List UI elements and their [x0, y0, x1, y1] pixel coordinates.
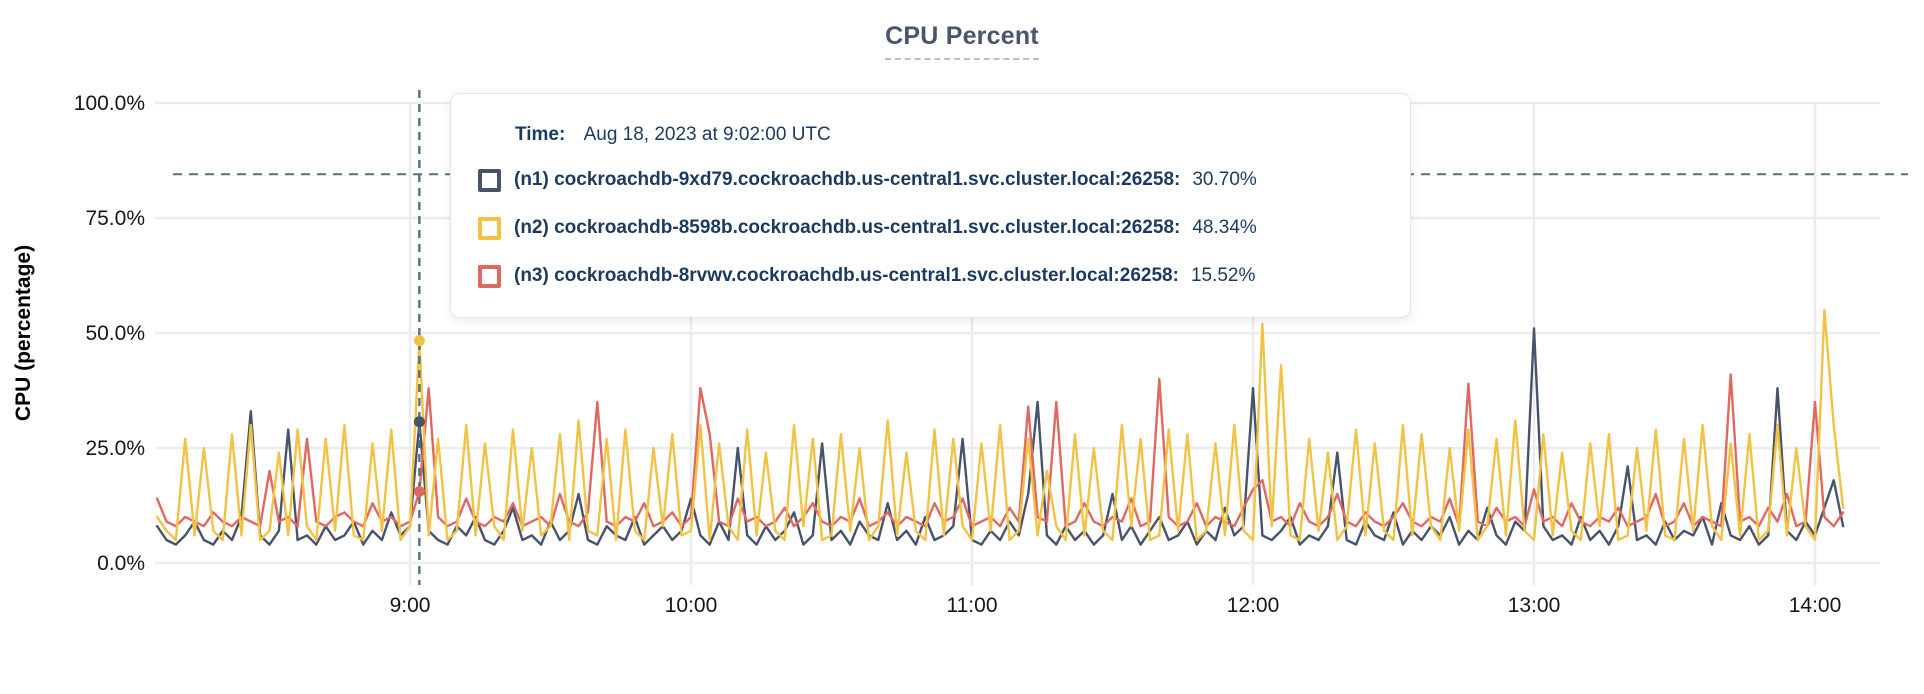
tooltip-series-row: (n1) cockroachdb-9xd79.cockroachdb.us-ce… [478, 167, 1410, 193]
chart-title-bar: CPU Percent [0, 22, 1924, 60]
hover-dot-n3 [413, 486, 425, 498]
x-axis-tick-label: 10:00 [665, 594, 718, 617]
y-axis-tick-label: 50.0% [85, 322, 145, 345]
series-line-n2 [155, 308, 1845, 542]
tooltip-time-row: Time: Aug 18, 2023 at 9:02:00 UTC [515, 124, 1410, 146]
x-axis-tick-label: 14:00 [1789, 594, 1842, 617]
series-n2-name: (n2) cockroachdb-8598b.cockroachdb.us-ce… [514, 217, 1181, 238]
x-axis-tick-label: 13:00 [1508, 594, 1561, 617]
y-axis-tick-label: 25.0% [85, 437, 145, 460]
x-axis-tick-label: 11:00 [947, 594, 998, 617]
series-n1-value: 30.70% [1192, 169, 1257, 190]
tooltip-series-row: (n3) cockroachdb-8rvwv.cockroachdb.us-ce… [478, 263, 1410, 289]
series-n3-value: 15.52% [1190, 265, 1256, 286]
series-line-n1 [155, 327, 1845, 546]
series-n3-swatch-icon [478, 264, 501, 288]
series-n2-swatch-icon [478, 216, 501, 240]
y-axis-tick-label: 100.0% [74, 92, 145, 115]
x-axis-tick-label: 12:00 [1227, 594, 1280, 617]
chart-title: CPU Percent [885, 22, 1039, 60]
series-n2-value: 48.34% [1192, 217, 1257, 238]
x-axis-tick-label: 9:00 [390, 594, 431, 617]
y-axis-title: CPU (percentage) [12, 245, 35, 421]
series-line-n3 [155, 373, 1845, 528]
series-n1-swatch-icon [478, 168, 501, 192]
tooltip-series-row: (n2) cockroachdb-8598b.cockroachdb.us-ce… [478, 215, 1410, 241]
hover-tooltip: Time: Aug 18, 2023 at 9:02:00 UTC (n1) c… [450, 93, 1411, 318]
tooltip-time-label: Time: [515, 124, 566, 145]
tooltip-time-value: Aug 18, 2023 at 9:02:00 UTC [583, 124, 831, 145]
hover-dot-n1 [413, 416, 425, 428]
y-axis-tick-label: 75.0% [85, 207, 145, 230]
y-axis-tick-label: 0.0% [97, 552, 145, 575]
series-n3-name: (n3) cockroachdb-8rvwv.cockroachdb.us-ce… [514, 265, 1179, 286]
hover-dot-n2 [413, 335, 425, 347]
series-n1-name: (n1) cockroachdb-9xd79.cockroachdb.us-ce… [514, 169, 1181, 190]
